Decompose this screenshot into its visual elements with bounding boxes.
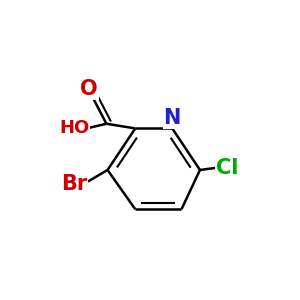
Text: N: N bbox=[164, 108, 181, 128]
Text: Br: Br bbox=[61, 174, 87, 194]
Text: Cl: Cl bbox=[217, 158, 239, 178]
Text: O: O bbox=[80, 79, 98, 99]
Text: HO: HO bbox=[59, 119, 89, 137]
